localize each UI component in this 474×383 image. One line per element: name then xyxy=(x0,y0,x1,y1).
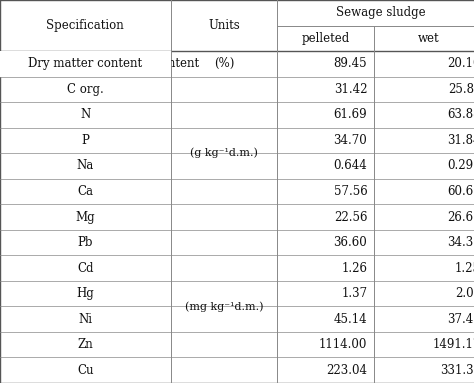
FancyBboxPatch shape xyxy=(0,51,171,77)
Text: (%): (%) xyxy=(214,57,234,70)
Text: Dry matter content: Dry matter content xyxy=(5,57,119,70)
Text: Cd: Cd xyxy=(77,262,93,275)
Text: Sewage sludge: Sewage sludge xyxy=(336,6,425,19)
Text: 20.10: 20.10 xyxy=(447,57,474,70)
Text: 331.33: 331.33 xyxy=(440,364,474,377)
Text: 1.26: 1.26 xyxy=(341,262,367,275)
Text: 0.291: 0.291 xyxy=(447,159,474,172)
Text: 34.70: 34.70 xyxy=(334,134,367,147)
Text: 45.14: 45.14 xyxy=(334,313,367,326)
Text: Units: Units xyxy=(208,19,240,32)
Text: 26.65: 26.65 xyxy=(447,211,474,224)
Text: 89.45: 89.45 xyxy=(334,57,367,70)
Text: 57.56: 57.56 xyxy=(334,185,367,198)
Text: P: P xyxy=(82,134,89,147)
Text: C org.: C org. xyxy=(67,83,104,96)
Text: Ca: Ca xyxy=(77,185,93,198)
Text: pelleted: pelleted xyxy=(302,32,350,45)
Text: 1491.17: 1491.17 xyxy=(433,338,474,351)
Text: wet: wet xyxy=(418,32,440,45)
Text: Pb: Pb xyxy=(78,236,93,249)
Text: 0.644: 0.644 xyxy=(334,159,367,172)
Text: Cu: Cu xyxy=(77,364,93,377)
Text: 223.04: 223.04 xyxy=(327,364,367,377)
Text: 31.42: 31.42 xyxy=(334,83,367,96)
Text: Na: Na xyxy=(77,159,94,172)
Text: 22.56: 22.56 xyxy=(334,211,367,224)
Text: Specification: Specification xyxy=(46,19,124,32)
Text: 1114.00: 1114.00 xyxy=(319,338,367,351)
Text: 1.25: 1.25 xyxy=(455,262,474,275)
Text: 37.40: 37.40 xyxy=(447,313,474,326)
Text: 34.35: 34.35 xyxy=(447,236,474,249)
Text: Dry matter content: Dry matter content xyxy=(28,57,142,70)
Text: 25.82: 25.82 xyxy=(448,83,474,96)
Text: 60.66: 60.66 xyxy=(447,185,474,198)
Text: 31.84: 31.84 xyxy=(447,134,474,147)
Text: N: N xyxy=(80,108,91,121)
Text: 61.69: 61.69 xyxy=(334,108,367,121)
Text: 2.04: 2.04 xyxy=(455,287,474,300)
Text: Ni: Ni xyxy=(78,313,92,326)
Text: Dry matter content: Dry matter content xyxy=(85,57,200,70)
Text: Hg: Hg xyxy=(76,287,94,300)
Text: 1.37: 1.37 xyxy=(341,287,367,300)
Text: 36.60: 36.60 xyxy=(334,236,367,249)
Text: (mg kg⁻¹d.m.): (mg kg⁻¹d.m.) xyxy=(185,301,263,312)
Text: Zn: Zn xyxy=(77,338,93,351)
Text: Mg: Mg xyxy=(75,211,95,224)
Text: 63.88: 63.88 xyxy=(447,108,474,121)
Text: (g kg⁻¹d.m.): (g kg⁻¹d.m.) xyxy=(190,148,258,159)
